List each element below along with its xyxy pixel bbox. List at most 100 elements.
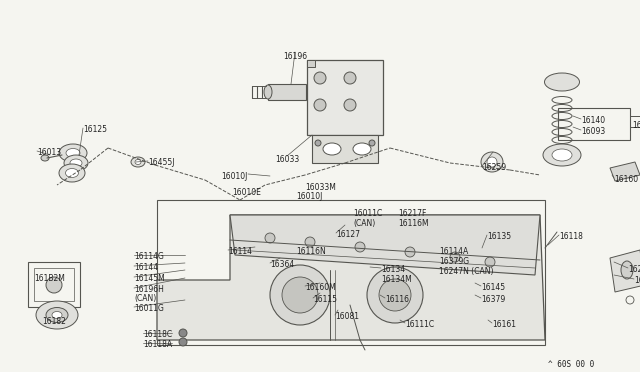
Text: 16081: 16081 — [335, 312, 359, 321]
Text: 16259: 16259 — [482, 163, 506, 172]
Polygon shape — [230, 215, 540, 275]
Circle shape — [179, 338, 187, 346]
Ellipse shape — [264, 85, 272, 99]
Text: 16182: 16182 — [42, 317, 66, 326]
Circle shape — [367, 267, 423, 323]
Text: 16033: 16033 — [275, 155, 299, 164]
Ellipse shape — [621, 261, 633, 279]
Ellipse shape — [323, 143, 341, 155]
Text: (CAN): (CAN) — [353, 219, 375, 228]
Text: 16217F: 16217F — [398, 209, 426, 218]
Ellipse shape — [65, 169, 79, 177]
Ellipse shape — [545, 73, 579, 91]
Circle shape — [344, 72, 356, 84]
Ellipse shape — [70, 159, 82, 167]
Polygon shape — [157, 215, 545, 340]
Circle shape — [485, 257, 495, 267]
Bar — [157, 200, 545, 345]
Bar — [28, 262, 80, 307]
Text: 16033M: 16033M — [305, 183, 336, 192]
Text: 16116: 16116 — [385, 295, 409, 304]
Text: 16125: 16125 — [83, 125, 107, 134]
Text: 16013: 16013 — [37, 148, 61, 157]
Circle shape — [270, 265, 330, 325]
Text: 16011G: 16011G — [134, 304, 164, 313]
Text: 16010J: 16010J — [296, 192, 323, 201]
Bar — [268, 84, 306, 100]
Circle shape — [46, 277, 62, 293]
Text: 16196H: 16196H — [134, 285, 164, 294]
Text: 16364: 16364 — [270, 260, 294, 269]
Bar — [34, 268, 74, 301]
Circle shape — [305, 237, 315, 247]
Text: 16010J: 16010J — [221, 172, 248, 181]
Ellipse shape — [46, 308, 68, 323]
Text: 16160M: 16160M — [305, 283, 336, 292]
Text: 16134: 16134 — [381, 265, 405, 274]
Bar — [307, 60, 383, 135]
Text: 16114: 16114 — [228, 247, 252, 256]
Ellipse shape — [66, 148, 80, 157]
Text: 16111C: 16111C — [405, 320, 434, 329]
Ellipse shape — [543, 144, 581, 166]
Ellipse shape — [59, 144, 87, 162]
Ellipse shape — [52, 311, 62, 318]
Text: 16145: 16145 — [481, 283, 505, 292]
Text: 16127: 16127 — [336, 230, 360, 239]
Text: (CAN): (CAN) — [134, 294, 156, 303]
Ellipse shape — [41, 155, 49, 161]
Text: 16145M: 16145M — [134, 274, 164, 283]
Circle shape — [450, 252, 460, 262]
Text: 16313: 16313 — [632, 121, 640, 130]
Text: 16267(FED): 16267(FED) — [628, 265, 640, 274]
Ellipse shape — [487, 157, 497, 167]
Text: 16379G: 16379G — [439, 257, 469, 266]
Text: 16115: 16115 — [313, 295, 337, 304]
Text: 16011C: 16011C — [353, 209, 382, 218]
Ellipse shape — [552, 149, 572, 161]
Circle shape — [379, 279, 411, 311]
Bar — [312, 135, 378, 163]
Text: 16455J: 16455J — [148, 158, 175, 167]
Ellipse shape — [135, 160, 141, 164]
Text: 16247N (CAN): 16247N (CAN) — [439, 267, 493, 276]
Polygon shape — [610, 250, 640, 292]
Circle shape — [282, 277, 318, 313]
Text: 16196: 16196 — [283, 52, 307, 61]
Ellipse shape — [131, 157, 145, 167]
Text: 16135: 16135 — [487, 232, 511, 241]
Text: 16118A: 16118A — [143, 340, 172, 349]
Circle shape — [314, 99, 326, 111]
Text: 16379: 16379 — [481, 295, 505, 304]
Circle shape — [405, 247, 415, 257]
Text: 16114A: 16114A — [439, 247, 468, 256]
Circle shape — [179, 329, 187, 337]
Text: 16114G: 16114G — [134, 252, 164, 261]
Text: 16116M: 16116M — [398, 219, 429, 228]
Circle shape — [315, 140, 321, 146]
Text: 16093: 16093 — [581, 127, 605, 136]
Polygon shape — [307, 60, 315, 67]
Bar — [558, 108, 630, 140]
Text: 16116N: 16116N — [296, 247, 326, 256]
Polygon shape — [610, 162, 640, 181]
Ellipse shape — [36, 301, 78, 329]
Text: 16118: 16118 — [559, 232, 583, 241]
Text: 16118C: 16118C — [143, 330, 172, 339]
Text: 16140: 16140 — [581, 116, 605, 125]
Circle shape — [344, 99, 356, 111]
Text: 16134M: 16134M — [381, 275, 412, 284]
Ellipse shape — [64, 155, 88, 171]
Text: 161B2M: 161B2M — [34, 274, 65, 283]
Text: 16262: 16262 — [634, 276, 640, 285]
Circle shape — [314, 72, 326, 84]
Text: 16161: 16161 — [492, 320, 516, 329]
Ellipse shape — [353, 143, 371, 155]
Circle shape — [355, 242, 365, 252]
Ellipse shape — [481, 152, 503, 172]
Ellipse shape — [59, 164, 85, 182]
Text: ^ 60S 00 0: ^ 60S 00 0 — [548, 360, 595, 369]
Circle shape — [265, 233, 275, 243]
Circle shape — [369, 140, 375, 146]
Text: 16144: 16144 — [134, 263, 158, 272]
